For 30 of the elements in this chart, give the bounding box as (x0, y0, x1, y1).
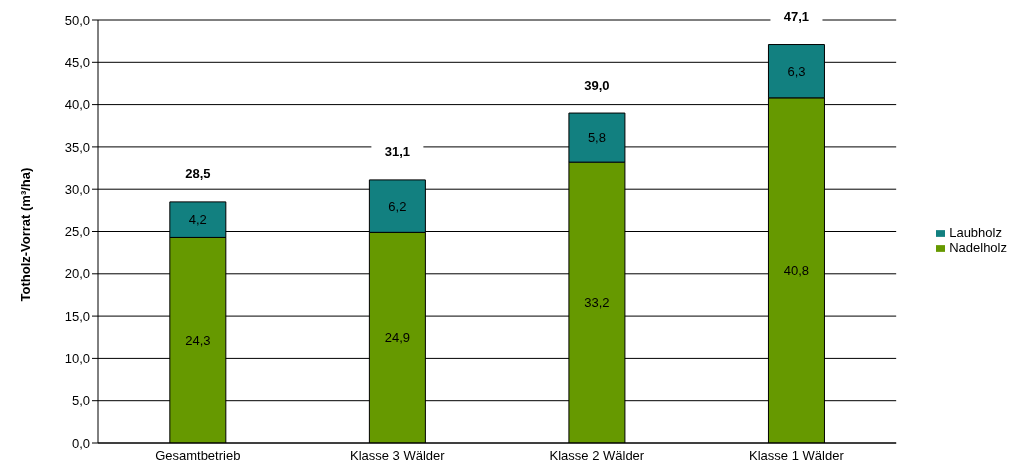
y-tick-label: 10,0 (64, 351, 90, 367)
y-tick-label: 5,0 (71, 393, 90, 409)
total-label: 31,1 (384, 144, 411, 160)
y-tick-label: 25,0 (64, 224, 90, 240)
data-label: 40,8 (783, 262, 810, 278)
y-tick-label: 30,0 (64, 181, 90, 197)
y-tick-label: 50,0 (64, 12, 90, 28)
x-tick-label: Klasse 1 Wälder (749, 448, 845, 464)
y-tick-label: 45,0 (64, 54, 90, 70)
y-tick-label: 0,0 (71, 435, 90, 451)
x-tick-label: Klasse 3 Wälder (349, 448, 446, 464)
y-tick-label: 20,0 (64, 266, 90, 282)
data-label: 33,2 (584, 295, 610, 311)
legend-label: Nadelholz (949, 240, 1007, 255)
data-label: 24,3 (185, 332, 211, 348)
y-tick-label: 15,0 (64, 308, 90, 324)
data-label: 24,9 (384, 330, 411, 346)
data-label: 6,3 (787, 63, 806, 79)
y-axis-title: Totholz-Vorrat (m³/ha) (17, 167, 33, 302)
x-tick-label: Klasse 2 Wälder (549, 448, 645, 464)
y-tick-label: 35,0 (64, 139, 90, 155)
data-label: 4,2 (188, 212, 207, 228)
x-tick-label: Gesamtbetrieb (155, 448, 241, 464)
data-label: 6,2 (388, 198, 407, 214)
data-label: 5,8 (587, 130, 606, 146)
legend-label: Laubholz (949, 225, 1002, 240)
y-tick-label: 40,0 (64, 97, 90, 113)
total-label: 47,1 (783, 9, 810, 25)
total-label: 28,5 (185, 166, 211, 182)
total-label: 39,0 (584, 77, 610, 93)
